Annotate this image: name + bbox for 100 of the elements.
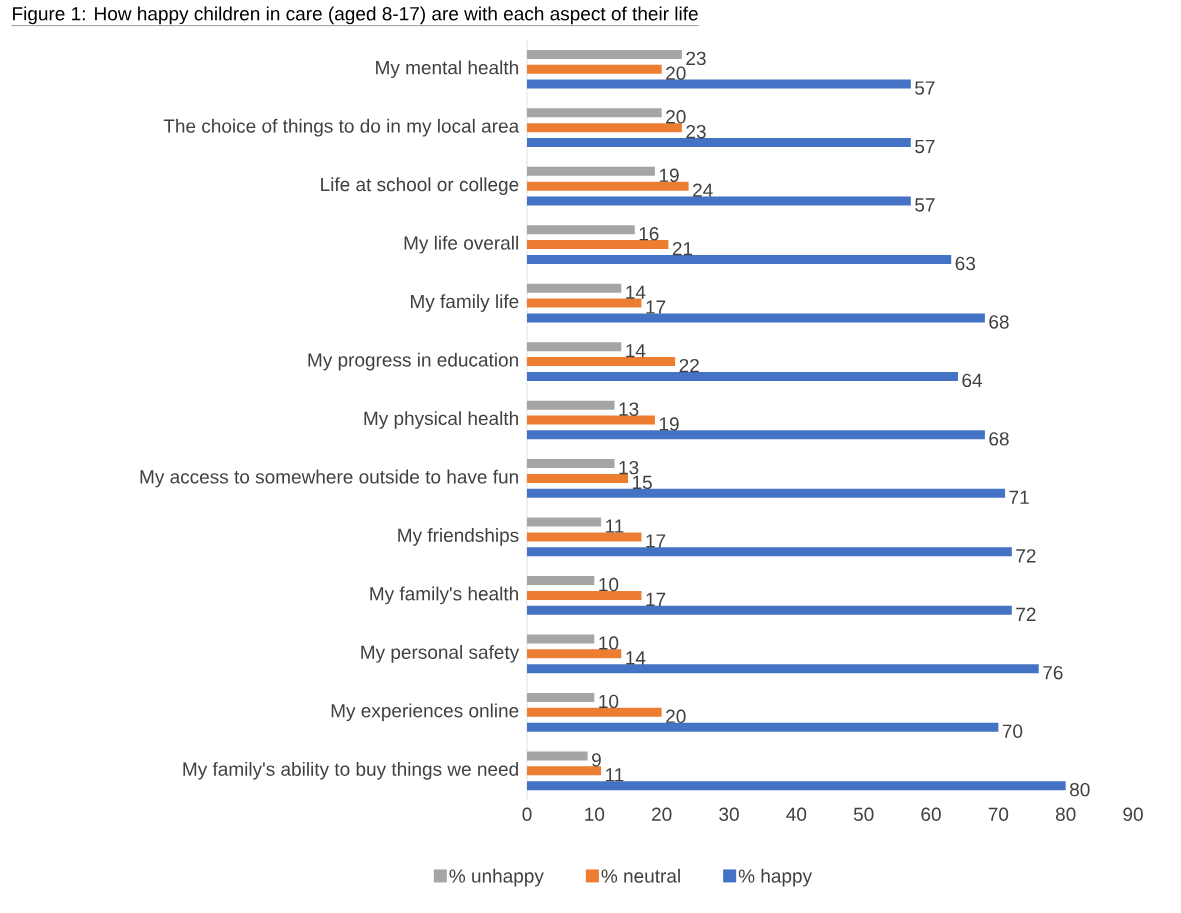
bar bbox=[527, 196, 911, 206]
bar bbox=[527, 707, 662, 717]
bar bbox=[527, 634, 595, 644]
bar bbox=[527, 576, 595, 586]
data-label: 23 bbox=[686, 51, 706, 66]
bar bbox=[527, 664, 1039, 674]
y-tick-label: My family life bbox=[411, 294, 519, 312]
bar bbox=[527, 532, 642, 542]
bar bbox=[527, 181, 689, 191]
data-label: 64 bbox=[962, 373, 983, 388]
data-label: 20 bbox=[666, 709, 686, 724]
bar bbox=[527, 254, 952, 264]
bar bbox=[527, 138, 911, 148]
data-label: 13 bbox=[619, 402, 639, 416]
legend-label: % unhappy bbox=[449, 868, 544, 887]
bar bbox=[527, 766, 602, 776]
data-label: 10 bbox=[599, 636, 619, 650]
bar bbox=[527, 64, 662, 74]
bar bbox=[527, 298, 642, 308]
data-label: 16 bbox=[639, 227, 659, 241]
bar bbox=[527, 240, 669, 250]
x-tick-label: 0 bbox=[522, 807, 532, 821]
bar bbox=[527, 430, 985, 440]
y-tick-label: The choice of things to do in my local area bbox=[163, 118, 520, 137]
data-label: 19 bbox=[659, 417, 679, 431]
x-tick-label: 40 bbox=[786, 807, 807, 821]
y-tick-label: Life at school or college bbox=[321, 177, 519, 196]
bar bbox=[527, 123, 682, 133]
bar bbox=[527, 751, 588, 761]
x-tick-label: 50 bbox=[853, 807, 874, 821]
x-tick-label: 90 bbox=[1123, 807, 1143, 821]
y-tick-label: My friendships bbox=[398, 528, 519, 546]
x-tick-label: 10 bbox=[585, 807, 605, 821]
x-tick-label: 60 bbox=[921, 807, 941, 821]
y-tick-label: My access to somewhere outside to have fun bbox=[140, 469, 518, 488]
bar bbox=[527, 722, 999, 732]
y-tick-label: My experiences online bbox=[331, 703, 519, 722]
data-label: 24 bbox=[693, 183, 713, 197]
data-label: 14 bbox=[626, 344, 646, 358]
data-label: 23 bbox=[686, 124, 706, 139]
bar bbox=[527, 692, 595, 702]
data-label: 17 bbox=[646, 300, 666, 314]
x-tick-label: 80 bbox=[1055, 807, 1076, 821]
bar bbox=[527, 357, 676, 367]
bar bbox=[527, 590, 642, 600]
legend-label: % happy bbox=[738, 868, 813, 887]
bar bbox=[527, 342, 622, 352]
bar bbox=[527, 49, 682, 59]
y-tick-label: My life overall bbox=[404, 235, 518, 254]
bar bbox=[527, 415, 655, 425]
data-label: 76 bbox=[1043, 665, 1063, 680]
data-label: 13 bbox=[619, 460, 639, 475]
y-tick-label: My family's health bbox=[370, 586, 518, 605]
data-label: 57 bbox=[915, 198, 935, 212]
legend-label: % neutral bbox=[601, 868, 680, 883]
data-label: 70 bbox=[1002, 724, 1023, 738]
bar bbox=[527, 459, 615, 469]
data-label: 10 bbox=[599, 694, 619, 709]
bar bbox=[527, 79, 911, 89]
data-label: 71 bbox=[1009, 490, 1029, 504]
y-tick-label: My mental health bbox=[376, 60, 518, 79]
y-tick-label: My family's ability to buy things we need bbox=[183, 761, 518, 780]
x-tick-label: 70 bbox=[988, 807, 1009, 821]
y-tick-label: My physical health bbox=[364, 411, 518, 429]
bar bbox=[527, 225, 635, 235]
text: Figure 1: How happy children in care (aged 8-17) are with each aspect of their life bbox=[13, 6, 698, 25]
data-label: 14 bbox=[626, 651, 646, 665]
bar bbox=[527, 781, 1066, 791]
bar bbox=[527, 283, 622, 293]
bar bbox=[527, 371, 958, 381]
data-label: 20 bbox=[666, 66, 686, 80]
data-label: 17 bbox=[646, 534, 666, 548]
data-label: 72 bbox=[1016, 549, 1036, 563]
bar bbox=[527, 313, 985, 323]
data-label: 68 bbox=[989, 432, 1009, 446]
bar bbox=[527, 166, 655, 176]
data-label: 72 bbox=[1016, 607, 1036, 621]
x-tick-label: 20 bbox=[652, 807, 672, 821]
data-label: 11 bbox=[606, 768, 624, 782]
data-label: 9 bbox=[592, 753, 601, 767]
data-label: 68 bbox=[989, 315, 1009, 329]
data-label: 17 bbox=[646, 592, 666, 606]
x-tick-label: 30 bbox=[719, 807, 739, 821]
data-label: 21 bbox=[672, 241, 693, 256]
data-label: 10 bbox=[599, 577, 619, 592]
bar bbox=[527, 400, 615, 410]
data-label: 19 bbox=[659, 168, 679, 183]
data-label: 57 bbox=[915, 81, 935, 95]
y-tick-label: My personal safety bbox=[361, 645, 520, 663]
bar bbox=[527, 605, 1012, 615]
bar bbox=[527, 547, 1012, 557]
data-label: 20 bbox=[666, 110, 686, 124]
bar bbox=[527, 517, 602, 527]
data-label: 57 bbox=[915, 139, 935, 154]
bar bbox=[527, 649, 622, 659]
bar bbox=[527, 108, 662, 118]
data-label: 15 bbox=[632, 475, 652, 490]
data-label: 63 bbox=[955, 256, 976, 271]
data-label: 11 bbox=[606, 519, 624, 533]
y-tick-label: My progress in education bbox=[308, 352, 518, 371]
